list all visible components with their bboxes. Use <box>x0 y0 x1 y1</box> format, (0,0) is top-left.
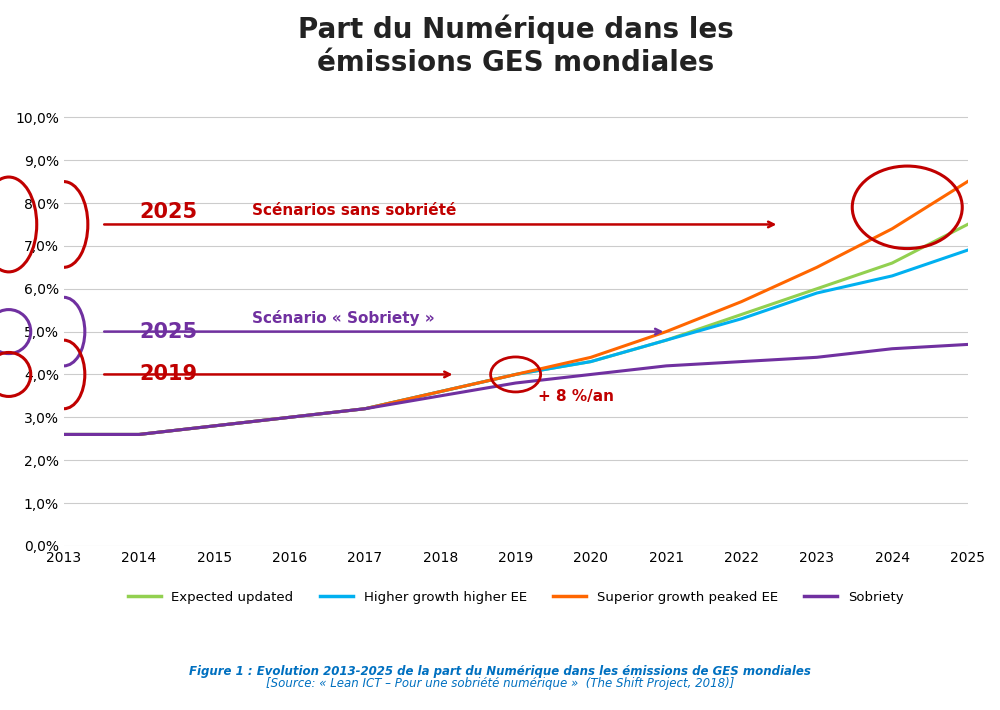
Expected updated <box>660 336 672 344</box>
Sobriety <box>133 430 145 439</box>
Higher growth higher EE <box>811 289 823 297</box>
Superior growth peaked EE <box>510 370 522 378</box>
Expected updated <box>58 430 70 439</box>
Higher growth higher EE <box>208 422 220 430</box>
Sobriety <box>208 422 220 430</box>
Legend: Expected updated, Higher growth higher EE, Superior growth peaked EE, Sobriety: Expected updated, Higher growth higher E… <box>123 586 909 609</box>
Text: 2025: 2025 <box>139 202 197 222</box>
Higher growth higher EE <box>434 388 446 396</box>
Sobriety <box>736 357 748 366</box>
Expected updated <box>434 388 446 396</box>
Line: Superior growth peaked EE: Superior growth peaked EE <box>64 182 968 435</box>
Sobriety <box>962 340 974 349</box>
Sobriety <box>886 344 898 353</box>
Superior growth peaked EE <box>284 413 296 422</box>
Expected updated <box>284 413 296 422</box>
Higher growth higher EE <box>133 430 145 439</box>
Superior growth peaked EE <box>133 430 145 439</box>
Sobriety <box>58 430 70 439</box>
Text: [Source: « Lean ICT – Pour une sobriété numérique »  (The Shift Project, 2018)]: [Source: « Lean ICT – Pour une sobriété … <box>266 677 734 690</box>
Expected updated <box>585 357 597 366</box>
Higher growth higher EE <box>359 405 371 413</box>
Line: Expected updated: Expected updated <box>64 224 968 435</box>
Text: Scénario « Sobriety »: Scénario « Sobriety » <box>252 310 435 327</box>
Sobriety <box>660 361 672 370</box>
Sobriety <box>510 378 522 387</box>
Expected updated <box>208 422 220 430</box>
Expected updated <box>962 220 974 229</box>
Expected updated <box>886 258 898 267</box>
Line: Sobriety: Sobriety <box>64 344 968 435</box>
Text: 2025: 2025 <box>139 322 197 342</box>
Text: Scénarios sans sobriété: Scénarios sans sobriété <box>252 203 456 218</box>
Superior growth peaked EE <box>359 405 371 413</box>
Superior growth peaked EE <box>886 224 898 233</box>
Superior growth peaked EE <box>58 430 70 439</box>
Expected updated <box>133 430 145 439</box>
Superior growth peaked EE <box>736 297 748 306</box>
Line: Higher growth higher EE: Higher growth higher EE <box>64 250 968 435</box>
Superior growth peaked EE <box>660 327 672 336</box>
Expected updated <box>510 370 522 378</box>
Expected updated <box>359 405 371 413</box>
Superior growth peaked EE <box>208 422 220 430</box>
Expected updated <box>811 285 823 293</box>
Higher growth higher EE <box>58 430 70 439</box>
Higher growth higher EE <box>585 357 597 366</box>
Superior growth peaked EE <box>585 353 597 361</box>
Text: + 8 %/an: + 8 %/an <box>538 390 614 405</box>
Superior growth peaked EE <box>962 178 974 186</box>
Higher growth higher EE <box>886 272 898 280</box>
Sobriety <box>585 370 597 378</box>
Sobriety <box>284 413 296 422</box>
Text: Figure 1 : Evolution 2013-2025 de la part du Numérique dans les émissions de GES: Figure 1 : Evolution 2013-2025 de la par… <box>189 665 811 678</box>
Superior growth peaked EE <box>434 388 446 396</box>
Higher growth higher EE <box>284 413 296 422</box>
Sobriety <box>359 405 371 413</box>
Higher growth higher EE <box>736 315 748 323</box>
Higher growth higher EE <box>962 246 974 254</box>
Sobriety <box>811 353 823 361</box>
Superior growth peaked EE <box>811 263 823 271</box>
Title: Part du Numérique dans les
émissions GES mondiales: Part du Numérique dans les émissions GES… <box>298 15 733 77</box>
Text: 2019: 2019 <box>139 364 197 384</box>
Sobriety <box>434 392 446 400</box>
Higher growth higher EE <box>510 370 522 378</box>
Higher growth higher EE <box>660 336 672 344</box>
Expected updated <box>736 310 748 319</box>
